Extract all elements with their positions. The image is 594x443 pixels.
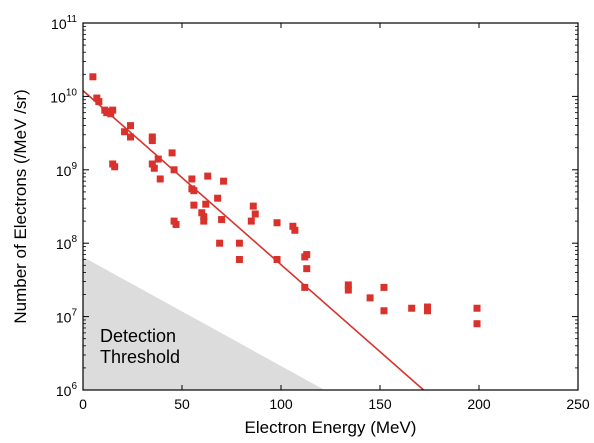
- annotation-detection: Detection: [100, 326, 176, 346]
- data-point: [367, 294, 374, 301]
- data-point: [171, 166, 178, 173]
- x-tick-label: 200: [467, 396, 491, 412]
- data-point: [95, 98, 102, 105]
- data-point: [216, 240, 223, 247]
- y-tick-label: 106: [56, 381, 78, 399]
- data-point: [202, 201, 209, 208]
- data-point: [408, 305, 415, 312]
- data-point: [111, 163, 118, 170]
- y-tick-label: 1010: [50, 87, 77, 105]
- data-point: [474, 320, 481, 327]
- y-tick-label: 107: [56, 308, 78, 326]
- data-point: [236, 240, 243, 247]
- x-tick-label: 0: [79, 396, 87, 412]
- x-tick-label: 250: [566, 396, 590, 412]
- data-point: [169, 149, 176, 156]
- data-point: [474, 305, 481, 312]
- x-tick-label: 100: [269, 396, 293, 412]
- data-point: [291, 227, 298, 234]
- data-point: [220, 178, 227, 185]
- data-point: [252, 210, 259, 217]
- data-point: [303, 265, 310, 272]
- data-point: [200, 218, 207, 225]
- data-point: [151, 165, 158, 172]
- data-point: [109, 107, 116, 114]
- points-layer: [89, 73, 480, 327]
- y-axis-title: Number of Electrons (/MeV /sr): [11, 89, 30, 323]
- y-tick-label: 108: [56, 234, 78, 252]
- detection-threshold-region: [83, 257, 325, 390]
- data-point: [274, 256, 281, 263]
- data-point: [188, 175, 195, 182]
- data-point: [127, 133, 134, 140]
- data-point: [190, 187, 197, 194]
- data-point: [214, 195, 221, 202]
- x-axis-title: Electron Energy (MeV): [245, 418, 417, 437]
- data-point: [157, 175, 164, 182]
- data-point: [127, 122, 134, 129]
- y-tick-label: 109: [56, 161, 78, 179]
- data-point: [149, 137, 156, 144]
- data-point: [303, 251, 310, 258]
- data-point: [190, 202, 197, 209]
- annotation-threshold: Threshold: [100, 347, 180, 367]
- y-tick-label: 1011: [51, 14, 77, 32]
- data-point: [380, 307, 387, 314]
- data-point: [274, 219, 281, 226]
- data-point: [204, 173, 211, 180]
- data-point: [218, 216, 225, 223]
- threshold-layer: [83, 257, 325, 390]
- data-point: [155, 156, 162, 163]
- data-point: [248, 218, 255, 225]
- data-point: [301, 284, 308, 291]
- data-point: [89, 73, 96, 80]
- x-tick-label: 150: [368, 396, 392, 412]
- data-point: [250, 203, 257, 210]
- x-tick-label: 50: [174, 396, 190, 412]
- data-point: [345, 287, 352, 294]
- data-point: [236, 256, 243, 263]
- data-point: [173, 221, 180, 228]
- data-point: [380, 284, 387, 291]
- data-point: [424, 307, 431, 314]
